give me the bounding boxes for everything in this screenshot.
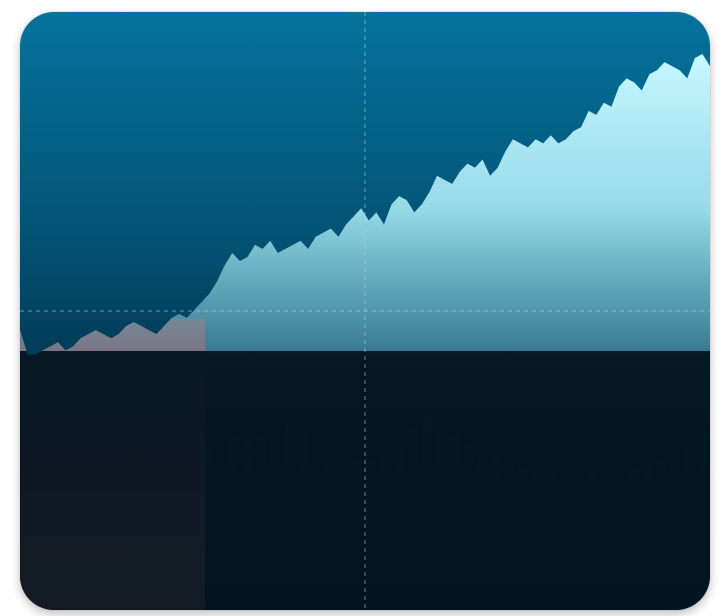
dark-area [20,351,710,610]
crosshair [20,12,710,610]
chart-card [20,12,710,610]
area-chart [20,12,710,610]
